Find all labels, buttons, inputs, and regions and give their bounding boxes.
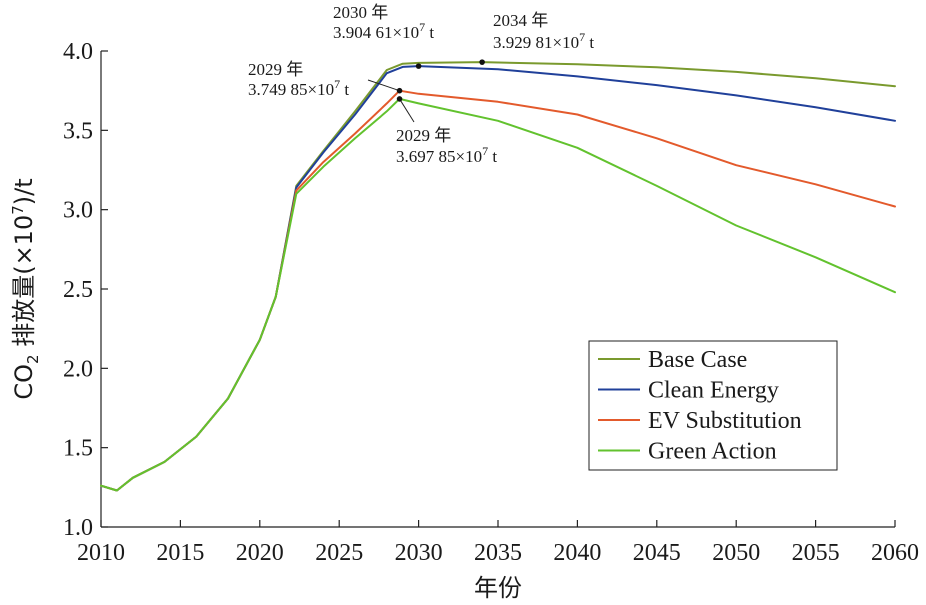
series-line-green-action (100, 97, 896, 492)
x-tick-label: 2030 (395, 540, 443, 566)
x-tick-label: 2020 (236, 540, 284, 566)
legend-label-ev-substitution: EV Substitution (648, 408, 802, 434)
annotation-year: 2030 年 (333, 3, 388, 22)
y-axis-title: CO2 排放量(×107)/t (9, 178, 42, 399)
annotation-value: 3.904 61×107 t (333, 20, 434, 42)
legend-label-base-case: Base Case (648, 347, 747, 373)
x-ticks: 2010 2015 2020 2025 2030 2035 2040 2045 2050 2055… (77, 520, 919, 566)
annotation-point (396, 96, 403, 102)
x-tick-label: 2060 (871, 540, 919, 566)
series-lines (100, 61, 896, 492)
legend: Base Case Clean Energy EV Substitution Gree… (588, 340, 838, 471)
annotation-leader (367, 79, 400, 92)
annotation-year: 2029 年 (248, 60, 303, 79)
x-tick-label: 2015 (156, 540, 204, 566)
y-tick-label: 2.0 (63, 356, 93, 382)
y-tick-label: 3.0 (63, 198, 93, 224)
y-tick-label: 1.5 (63, 436, 93, 462)
legend-label-clean-energy: Clean Energy (648, 378, 779, 404)
annotation-year: 2034 年 (493, 11, 548, 30)
legend-box (588, 340, 838, 471)
x-tick-label: 2050 (712, 540, 760, 566)
annotation-point (415, 63, 422, 69)
y-tick-label: 2.5 (63, 277, 93, 303)
annotation-value: 3.929 81×107 t (493, 30, 594, 52)
x-tick-label: 2055 (792, 540, 840, 566)
annotation-year: 2029 年 (396, 126, 451, 145)
x-axis-title: 年份 (474, 574, 522, 602)
annotation-value: 3.697 85×107 t (396, 144, 497, 166)
x-tick-label: 2025 (315, 540, 363, 566)
annotation-leader (399, 98, 415, 123)
y-ticks: 1.0 1.5 2.0 2.5 3.0 3.5 4.0 (63, 39, 108, 541)
y-tick-label: 3.5 (63, 118, 93, 144)
legend-label-green-action: Green Action (648, 439, 777, 465)
x-tick-label: 2010 (77, 540, 125, 566)
annotations: 2030 年3.904 61×107 t 2034 年3.929 81×107 t… (248, 3, 594, 166)
y-tick-label: 1.0 (63, 515, 93, 541)
annotation-point (479, 59, 485, 65)
annotation-point (396, 87, 403, 94)
y-tick-label: 4.0 (63, 39, 93, 65)
x-tick-label: 2045 (633, 540, 681, 566)
x-tick-label: 2040 (553, 540, 601, 566)
annotation-value: 3.749 85×107 t (248, 77, 349, 99)
x-tick-label: 2035 (474, 540, 522, 566)
